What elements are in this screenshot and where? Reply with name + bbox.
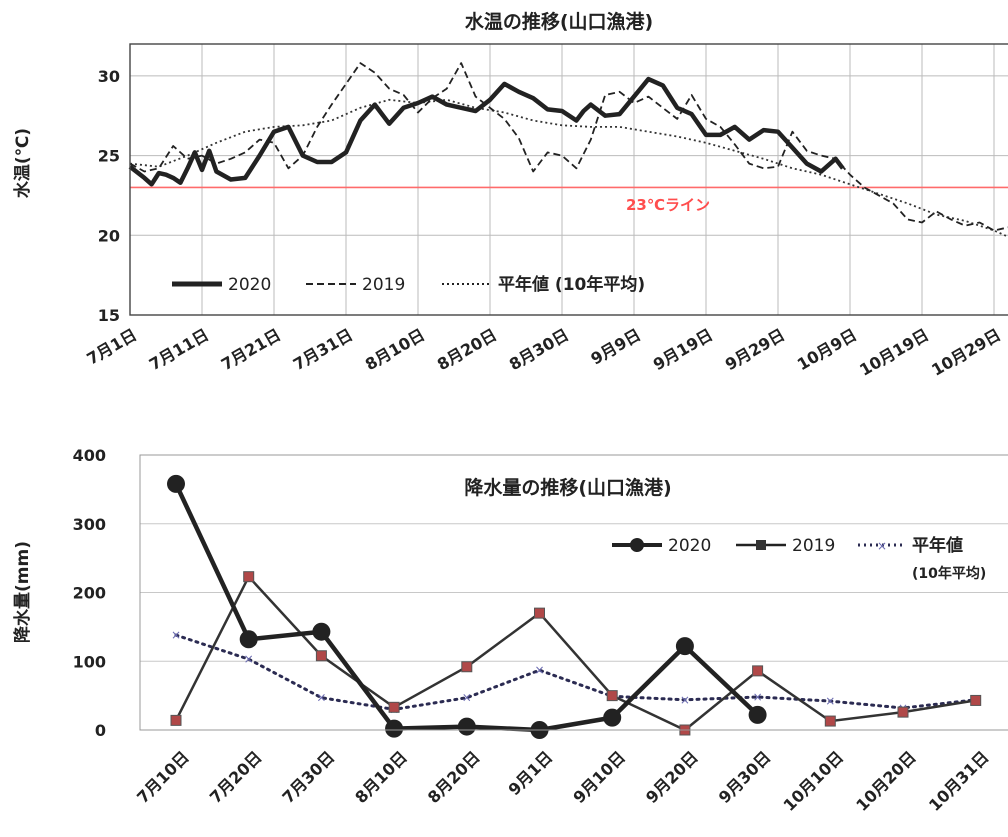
temp-legend-avg-label: 平年値 (10年平均) — [498, 274, 645, 295]
rain-2019-point — [243, 571, 255, 583]
rain-avg-line — [174, 633, 978, 711]
temp-y-tick-label: 15 — [98, 306, 120, 325]
rain-legend-avg-note: (10年平均) — [912, 565, 986, 582]
rain-avg-point: × — [171, 628, 181, 642]
rain-2020-point — [385, 719, 404, 738]
rain-x-tick-label: 7月10日 — [133, 747, 193, 807]
rain-x-tick-label: 9月30日 — [715, 747, 775, 807]
rain-2019-point — [315, 650, 327, 662]
rain-2019-point — [824, 715, 836, 727]
temp-series-line-0 — [128, 76, 845, 187]
rain-2020-point — [603, 708, 622, 727]
rain-2020-point — [748, 705, 767, 724]
rain-y-axis-label: 降水量(mm) — [12, 541, 33, 643]
rain-2020-point — [312, 622, 331, 641]
temp-legend: 2020 2019 平年値 (10年平均) — [172, 274, 645, 295]
temp-plot-frame — [129, 43, 1008, 316]
rain-x-tick-label: 9月1日 — [505, 747, 557, 799]
rain-x-tick-label: 8月20日 — [424, 747, 484, 807]
rain-x-tick-label: 7月20日 — [206, 747, 266, 807]
temp-legend-2020-label: 2020 — [228, 275, 271, 295]
temp-chart-title: 水温の推移(山口漁港) — [465, 10, 653, 33]
rain-2020-point — [239, 630, 258, 649]
rain-avg-point: × — [680, 693, 690, 707]
rain-x-tick-label: 7月30日 — [279, 747, 339, 807]
rain-chart-title: 降水量の推移(山口漁港) — [464, 476, 671, 499]
temp-y-ticks: 15 20 25 30 — [98, 67, 120, 325]
temp-x-tick-label: 7月21日 — [218, 325, 284, 374]
temp-x-tick-label: 7月1日 — [83, 325, 140, 369]
rain-x-tick-label: 10月20日 — [852, 747, 920, 815]
rain-2019-line — [174, 574, 976, 732]
rain-avg-point: × — [462, 691, 472, 705]
rain-2019-point — [752, 665, 764, 677]
rain-x-tick-label: 10月31日 — [925, 747, 993, 815]
rain-2019-point — [606, 690, 618, 702]
rain-legend-2019-marker — [756, 540, 766, 550]
rain-avg-point: × — [534, 663, 544, 677]
temp-23c-reference-label: 23℃ライン — [626, 196, 710, 214]
rain-x-tick-label: 9月10日 — [569, 747, 629, 807]
rain-avg-point: × — [244, 652, 254, 666]
rain-x-tick-label: 10月10日 — [780, 747, 848, 815]
rain-2020-point — [457, 717, 476, 736]
temp-x-tick-label: 10月29日 — [928, 325, 1004, 380]
rain-x-ticks: 7月10日 7月20日 7月30日 8月10日 8月20日 9月1日 9月10日 9月20日 9… — [133, 747, 992, 815]
rain-2020-point — [675, 637, 694, 656]
rain-legend-2019-label: 2019 — [792, 536, 835, 556]
rain-legend-avg-marker: × — [877, 539, 887, 553]
rain-avg-point: × — [825, 694, 835, 708]
temp-grid — [129, 44, 1008, 316]
rain-2019-point — [461, 661, 473, 673]
temp-x-tick-label: 8月30日 — [506, 325, 572, 374]
rain-x-tick-label: 9月20日 — [642, 747, 702, 807]
rain-legend-2020-marker — [630, 538, 644, 552]
rain-y-tick-label: 400 — [73, 446, 106, 465]
rain-avg-point: × — [753, 690, 763, 704]
temp-series-line-2 — [129, 98, 1008, 238]
rain-legend-2020-label: 2020 — [668, 536, 711, 556]
rain-y-tick-label: 300 — [73, 515, 106, 534]
temp-x-tick-label: 8月20日 — [434, 325, 500, 374]
rain-series: ×××××××××××× — [167, 474, 982, 739]
temp-y-axis-label: 水温(℃) — [12, 128, 33, 198]
temp-y-tick-label: 25 — [98, 147, 120, 166]
temp-x-tick-label: 10月9日 — [794, 325, 860, 374]
temp-x-tick-label: 9月19日 — [650, 325, 716, 374]
rain-y-ticks: 0 100 200 300 400 — [73, 446, 106, 740]
rain-2019-point — [534, 607, 545, 619]
rain-2019-point — [388, 701, 400, 713]
temp-y-tick-label: 20 — [98, 226, 120, 245]
rain-2019-point — [170, 714, 182, 726]
temp-x-ticks: 7月1日 7月11日 7月21日 7月31日 8月10日 8月20日 8月30日 9月9日 9月… — [83, 325, 1004, 380]
rain-avg-point: × — [316, 691, 326, 705]
temp-y-tick-label: 30 — [98, 67, 120, 86]
rain-2019-point — [970, 694, 982, 706]
rain-2020-point — [167, 474, 185, 493]
rain-2019-point — [897, 706, 909, 718]
temp-x-tick-label: 7月31日 — [290, 325, 356, 374]
temp-x-tick-label: 9月29日 — [722, 325, 788, 374]
temp-series-line-1 — [129, 62, 1008, 232]
temp-x-tick-label: 9月9日 — [587, 325, 644, 369]
temp-x-tick-label: 7月11日 — [146, 325, 212, 374]
temp-series — [128, 62, 1008, 238]
temp-legend-2019-label: 2019 — [362, 275, 405, 295]
rain-plot-frame — [139, 454, 1008, 731]
rain-x-tick-label: 8月10日 — [351, 747, 411, 807]
rain-legend-avg-label: 平年値 — [912, 535, 963, 556]
rain-y-tick-label: 100 — [73, 652, 106, 671]
rain-legend: 2020 2019 × 平年値 (10年平均) — [612, 535, 986, 582]
temp-x-tick-label: 8月10日 — [362, 325, 428, 374]
rain-y-tick-label: 0 — [95, 721, 106, 740]
rain-y-tick-label: 200 — [73, 584, 106, 603]
temp-x-tick-label: 10月19日 — [856, 325, 932, 380]
